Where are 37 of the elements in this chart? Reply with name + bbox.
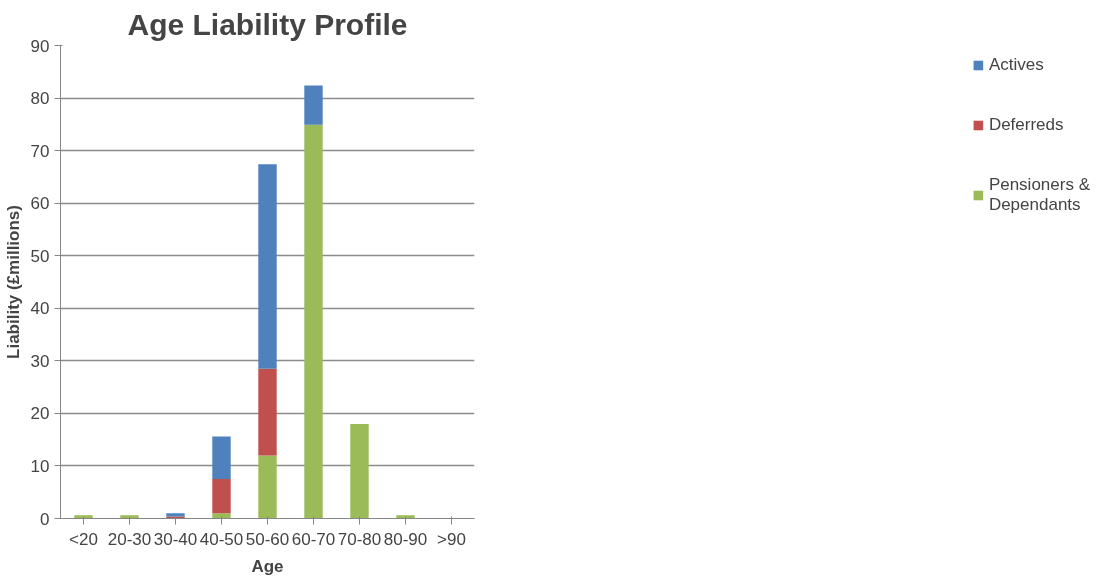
bar [258, 164, 277, 369]
legend-label: Deferreds [988, 115, 1064, 135]
y-tick-label: 60 [30, 194, 50, 214]
x-tick-label: 70-80 [337, 529, 382, 549]
bar [396, 515, 415, 519]
x-tick-label: 40-50 [199, 529, 244, 549]
y-tick-label: 30 [30, 351, 50, 371]
y-tick-label: 50 [30, 246, 50, 266]
y-tick-label: 10 [30, 456, 50, 476]
y-tick-label: 90 [30, 36, 50, 56]
x-tick-label: 30-40 [153, 529, 198, 549]
y-tick-label: 40 [30, 299, 50, 319]
y-tick-label: 70 [30, 141, 50, 161]
y-tick-label: 80 [30, 89, 50, 109]
y-tick-label: 0 [40, 509, 50, 529]
x-tick-label: 60-70 [291, 529, 336, 549]
x-tick-label: 20-30 [107, 529, 152, 549]
bar [120, 515, 139, 519]
bar [304, 124, 323, 519]
bar [212, 513, 231, 519]
x-axis-title: Age [251, 556, 284, 576]
chart-title: Age Liability Profile [127, 7, 408, 41]
bar [212, 436, 231, 480]
x-tick-label: <20 [69, 529, 98, 549]
bar [350, 423, 369, 519]
bar [212, 479, 231, 514]
y-axis-title: Liability (£millions) [3, 205, 23, 359]
x-tick-label: 80-90 [383, 529, 428, 549]
bar [258, 455, 277, 519]
x-tick-label: 50-60 [245, 529, 290, 549]
legend-label: Actives [988, 55, 1044, 75]
bar [74, 515, 93, 519]
x-tick-label: >90 [437, 529, 466, 549]
bar [304, 85, 323, 125]
y-tick-label: 20 [30, 404, 50, 424]
legend-label: Pensioners & Dependants [988, 175, 1090, 215]
bar [258, 368, 277, 456]
